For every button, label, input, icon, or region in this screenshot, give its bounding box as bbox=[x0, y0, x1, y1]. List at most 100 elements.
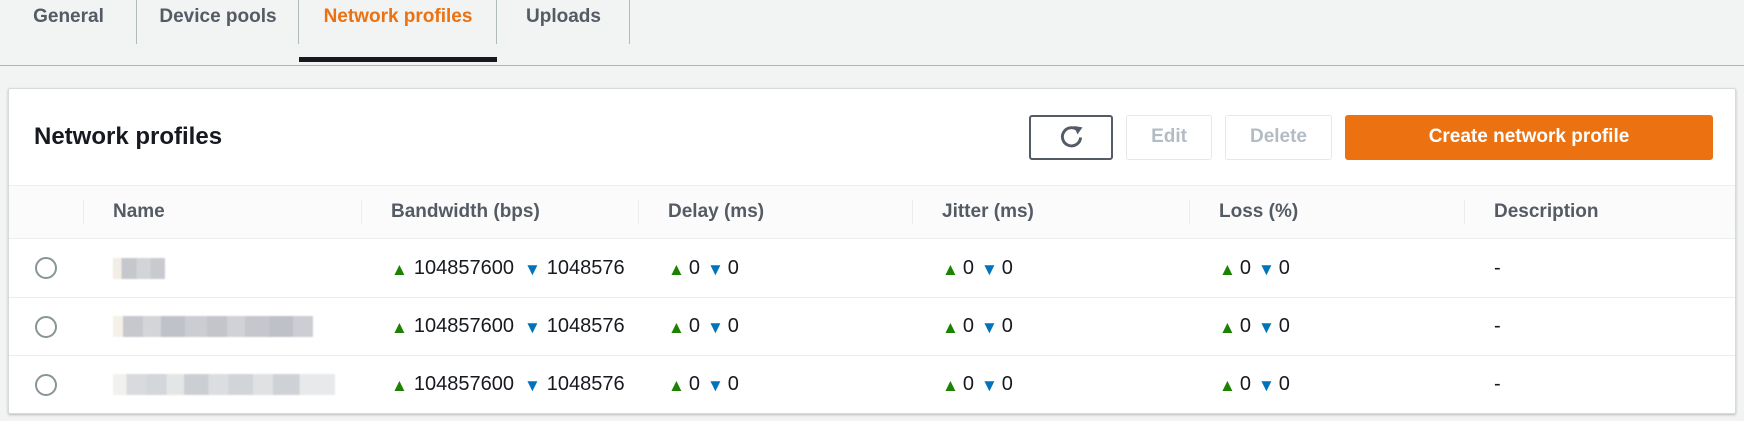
row-radio[interactable] bbox=[35, 315, 57, 338]
upload-triangle-icon bbox=[942, 261, 959, 278]
download-triangle-icon bbox=[981, 319, 998, 336]
name-cell bbox=[83, 316, 361, 337]
create-network-profile-button[interactable]: Create network profile bbox=[1345, 114, 1713, 160]
header-bandwidth: Bandwidth (bps) bbox=[361, 186, 638, 238]
download-triangle-icon bbox=[981, 261, 998, 278]
jitter-down-value: 0 bbox=[1001, 315, 1013, 337]
panel-header: Network profiles Edit Delete Create netw… bbox=[9, 89, 1735, 185]
loss-up-value: 0 bbox=[1239, 373, 1251, 395]
tab-general[interactable]: General bbox=[0, 0, 137, 65]
header-delay: Delay (ms) bbox=[638, 186, 912, 238]
header-select-column bbox=[9, 186, 83, 238]
upload-triangle-icon bbox=[1219, 377, 1236, 394]
loss-down-value: 0 bbox=[1278, 256, 1290, 279]
tab-label: Network profiles bbox=[323, 6, 473, 27]
tab-label: Uploads bbox=[526, 6, 601, 27]
delay-cell: 00 bbox=[638, 257, 912, 280]
bandwidth-cell: 104857600 1048576 bbox=[361, 373, 638, 396]
loss-cell: 00 bbox=[1189, 315, 1464, 338]
download-triangle-icon bbox=[707, 377, 724, 394]
bandwidth-up-value: 104857600 bbox=[413, 315, 514, 337]
bandwidth-up-value: 104857600 bbox=[413, 256, 514, 279]
tab-network-profiles[interactable]: Network profiles bbox=[299, 0, 497, 65]
upload-triangle-icon bbox=[391, 377, 408, 394]
loss-up-value: 0 bbox=[1239, 256, 1251, 279]
name-cell bbox=[83, 257, 361, 279]
bandwidth-down-value: 1048576 bbox=[546, 373, 625, 395]
table-row: 1048576001048576 00 00 00 - bbox=[9, 239, 1735, 297]
tab-label: Device pools bbox=[159, 6, 277, 27]
delay-up-value: 0 bbox=[688, 256, 700, 279]
redacted-name bbox=[113, 316, 313, 337]
tab-uploads[interactable]: Uploads bbox=[497, 0, 630, 65]
delay-cell: 00 bbox=[638, 315, 912, 338]
jitter-cell: 00 bbox=[912, 257, 1189, 280]
header-description: Description bbox=[1464, 186, 1735, 238]
loss-up-value: 0 bbox=[1239, 315, 1251, 337]
upload-triangle-icon bbox=[391, 261, 408, 278]
upload-triangle-icon bbox=[668, 377, 685, 394]
upload-triangle-icon bbox=[1219, 319, 1236, 336]
network-profiles-panel: Network profiles Edit Delete Create netw… bbox=[8, 88, 1736, 414]
delete-button[interactable]: Delete bbox=[1224, 114, 1332, 160]
jitter-up-value: 0 bbox=[962, 315, 974, 337]
row-radio[interactable] bbox=[35, 373, 57, 396]
redacted-name bbox=[113, 374, 335, 395]
delay-down-value: 0 bbox=[727, 373, 739, 395]
upload-triangle-icon bbox=[942, 377, 959, 394]
download-triangle-icon bbox=[524, 377, 541, 394]
download-triangle-icon bbox=[981, 377, 998, 394]
upload-triangle-icon bbox=[1219, 261, 1236, 278]
tab-bar: General Device pools Network profiles Up… bbox=[0, 0, 1744, 66]
name-cell bbox=[83, 374, 361, 395]
download-triangle-icon bbox=[1258, 377, 1275, 394]
description-cell: - bbox=[1494, 315, 1501, 337]
redacted-name bbox=[113, 257, 165, 279]
page-title: Network profiles bbox=[34, 123, 223, 150]
upload-triangle-icon bbox=[668, 261, 685, 278]
delay-down-value: 0 bbox=[727, 315, 739, 337]
loss-down-value: 0 bbox=[1278, 315, 1290, 337]
download-triangle-icon bbox=[1258, 261, 1275, 278]
loss-cell: 00 bbox=[1189, 373, 1464, 396]
table-header: Name Bandwidth (bps) Delay (ms) Jitter (… bbox=[9, 185, 1735, 239]
jitter-up-value: 0 bbox=[962, 373, 974, 395]
refresh-button[interactable] bbox=[1029, 114, 1114, 160]
header-name: Name bbox=[83, 186, 361, 238]
table-row: 1048576001048576 00 00 00 - bbox=[9, 297, 1735, 355]
jitter-down-value: 0 bbox=[1001, 256, 1013, 279]
bandwidth-cell: 104857600 1048576 bbox=[361, 257, 638, 280]
row-radio[interactable] bbox=[35, 257, 57, 279]
upload-triangle-icon bbox=[942, 319, 959, 336]
description-cell: - bbox=[1494, 373, 1501, 395]
bandwidth-down-value: 1048576 bbox=[546, 256, 625, 279]
loss-cell: 00 bbox=[1189, 257, 1464, 280]
jitter-down-value: 0 bbox=[1001, 373, 1013, 395]
tab-device-pools[interactable]: Device pools bbox=[137, 0, 299, 65]
refresh-icon bbox=[1058, 124, 1085, 151]
header-loss: Loss (%) bbox=[1189, 186, 1464, 238]
delay-up-value: 0 bbox=[688, 315, 700, 337]
bandwidth-cell: 104857600 1048576 bbox=[361, 315, 638, 338]
header-jitter: Jitter (ms) bbox=[912, 186, 1189, 238]
jitter-cell: 00 bbox=[912, 373, 1189, 396]
delay-cell: 00 bbox=[638, 373, 912, 396]
description-cell: - bbox=[1494, 256, 1501, 279]
bandwidth-down-value: 1048576 bbox=[546, 315, 625, 337]
bandwidth-up-value: 104857600 bbox=[413, 373, 514, 395]
table-row: 1048576001048576 00 00 00 - bbox=[9, 355, 1735, 413]
tab-label: General bbox=[33, 6, 104, 27]
delay-up-value: 0 bbox=[688, 373, 700, 395]
download-triangle-icon bbox=[524, 319, 541, 336]
download-triangle-icon bbox=[707, 319, 724, 336]
upload-triangle-icon bbox=[391, 319, 408, 336]
jitter-up-value: 0 bbox=[962, 256, 974, 279]
jitter-cell: 00 bbox=[912, 315, 1189, 338]
download-triangle-icon bbox=[524, 261, 541, 278]
download-triangle-icon bbox=[707, 261, 724, 278]
edit-button[interactable]: Edit bbox=[1126, 114, 1212, 160]
loss-down-value: 0 bbox=[1278, 373, 1290, 395]
upload-triangle-icon bbox=[668, 319, 685, 336]
delay-down-value: 0 bbox=[727, 256, 739, 279]
toolbar: Edit Delete Create network profile bbox=[1029, 114, 1713, 160]
